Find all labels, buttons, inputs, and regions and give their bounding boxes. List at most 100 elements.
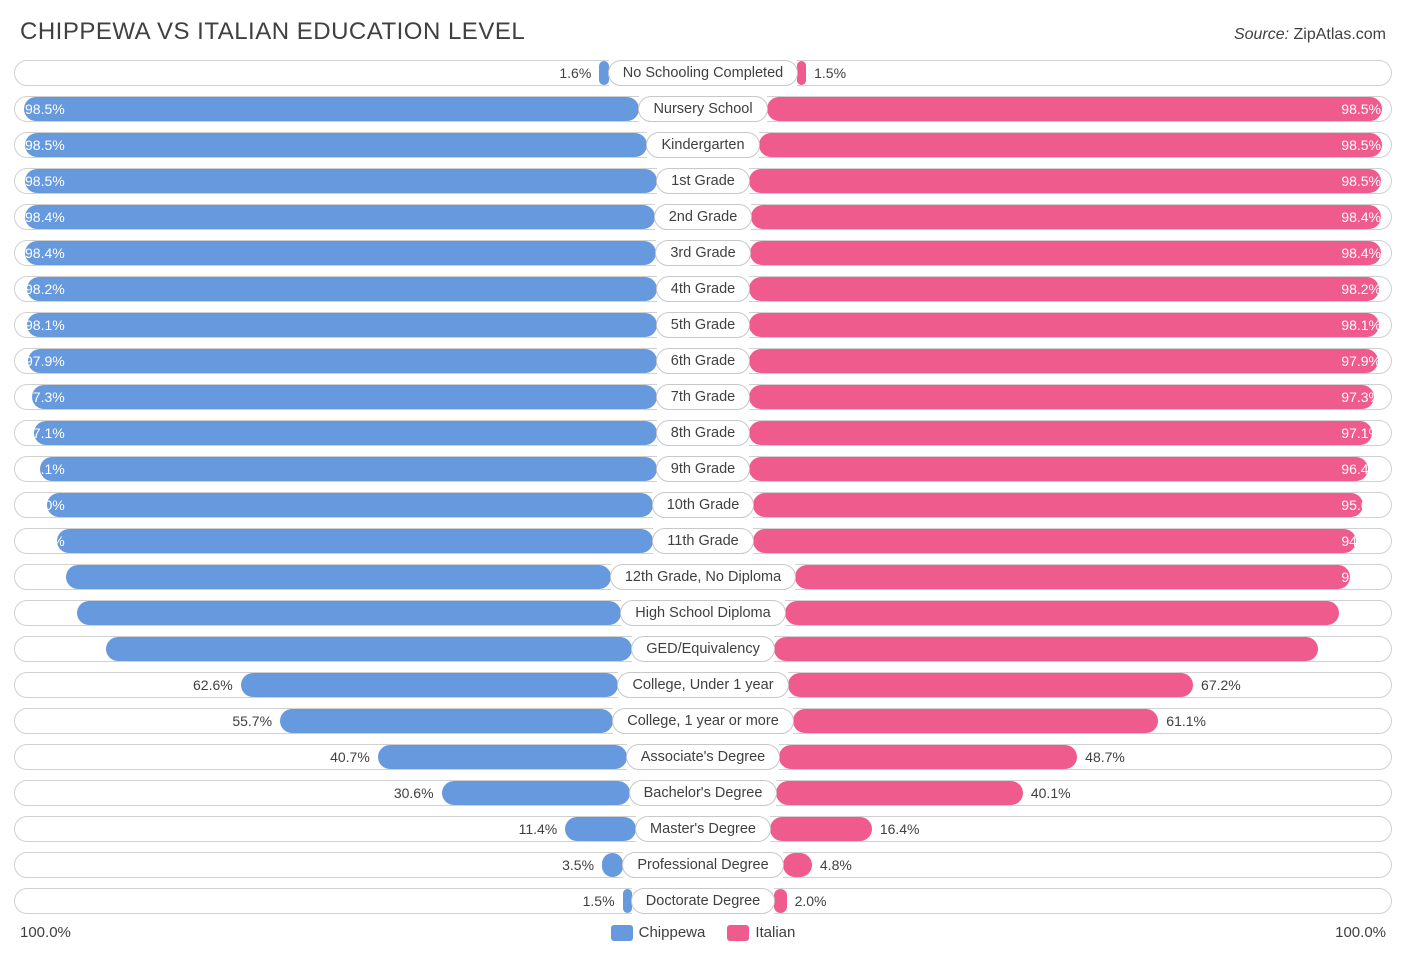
bar-track-right: 93.2% <box>795 564 1392 590</box>
bar-right <box>753 493 1363 517</box>
value-right: 48.7% <box>1085 745 1125 769</box>
category-label: GED/Equivalency <box>631 636 775 662</box>
chart-footer: 100.0% Chippewa Italian 100.0% <box>14 924 1392 941</box>
bar-track-left: 98.4% <box>14 240 656 266</box>
value-right: 98.1% <box>1341 313 1381 337</box>
axis-left-max: 100.0% <box>14 924 611 941</box>
bar-right <box>749 169 1382 193</box>
value-right: 61.1% <box>1166 709 1206 733</box>
legend-label: Chippewa <box>639 924 706 941</box>
chart-row: 30.6%Bachelor's Degree40.1% <box>14 776 1392 810</box>
legend-item-italian: Italian <box>727 924 795 941</box>
bar-track-left: 96.1% <box>14 456 657 482</box>
value-right: 97.3% <box>1341 385 1381 409</box>
legend-swatch <box>611 925 633 941</box>
value-left: 98.5% <box>25 97 65 121</box>
bar-track-left: 98.5% <box>14 168 657 194</box>
category-label: 2nd Grade <box>654 204 753 230</box>
source-label: Source: <box>1234 26 1289 43</box>
diverging-bar-chart: 1.6%No Schooling Completed1.5%98.5%Nurse… <box>14 56 1392 918</box>
bar-track-left: 40.7% <box>14 744 627 770</box>
value-right: 1.5% <box>814 61 846 85</box>
bar-left <box>40 457 657 481</box>
bar-left <box>28 349 656 373</box>
bar-left <box>25 205 654 229</box>
chart-row: 1.5% Doctorate Degree 2.0% <box>14 884 1392 918</box>
bar-right <box>749 457 1368 481</box>
bar-track-right: 16.4% <box>770 816 1392 842</box>
value-right: 2.0% <box>795 889 827 913</box>
category-label: Doctorate Degree <box>631 888 775 914</box>
chart-row: 98.4%3rd Grade98.4% <box>14 236 1392 270</box>
chart-row: 97.1%8th Grade97.1% <box>14 416 1392 450</box>
bar-left <box>27 277 657 301</box>
bar-track-right: 95.6% <box>753 492 1392 518</box>
bar-track-right: 97.9% <box>749 348 1392 374</box>
category-label: 7th Grade <box>656 384 751 410</box>
category-label: Bachelor's Degree <box>629 780 778 806</box>
bar-track-left: 11.4% <box>14 816 636 842</box>
value-left: 97.3% <box>25 385 65 409</box>
bar-track-left: 89.7% <box>14 600 621 626</box>
bar-track-left: 85.2% <box>14 636 632 662</box>
bar-right <box>749 277 1379 301</box>
value-left: 1.5% <box>583 889 615 913</box>
bar-right <box>759 133 1382 157</box>
chart-row: 97.9%6th Grade97.9% <box>14 344 1392 378</box>
bar-right <box>788 673 1194 697</box>
value-right: 96.4% <box>1341 457 1381 481</box>
chart-row: 98.2%4th Grade98.2% <box>14 272 1392 306</box>
bar-left <box>25 241 656 265</box>
bar-right <box>793 709 1159 733</box>
category-label: 12th Grade, No Diploma <box>610 564 796 590</box>
value-right: 94.5% <box>1341 529 1381 553</box>
bar-right <box>751 205 1380 229</box>
value-right: 98.4% <box>1341 241 1381 265</box>
bar-left <box>106 637 632 661</box>
bar-track-left: 97.3% <box>14 384 657 410</box>
value-right: 93.2% <box>1341 565 1381 589</box>
value-left: 96.1% <box>25 457 65 481</box>
chart-row: 98.5%1st Grade98.5% <box>14 164 1392 198</box>
axis-right-max: 100.0% <box>795 924 1392 941</box>
value-right: 97.1% <box>1341 421 1381 445</box>
value-left: 11.4% <box>519 817 558 841</box>
bar-track-right: 98.2% <box>749 276 1392 302</box>
value-left: 93.5% <box>25 529 65 553</box>
category-label: 10th Grade <box>652 492 755 518</box>
bar-track-right: 61.1% <box>793 708 1392 734</box>
bar-track-left: 91.5% <box>14 564 611 590</box>
bar-track-right: 94.5% <box>753 528 1392 554</box>
bar-left <box>280 709 613 733</box>
value-right: 40.1% <box>1031 781 1071 805</box>
category-label: 11th Grade <box>652 528 753 554</box>
value-right: 4.8% <box>820 853 852 877</box>
bar-left <box>32 385 656 409</box>
bar-left <box>47 493 653 517</box>
value-left: 91.5% <box>25 565 65 589</box>
bar-track-left: 1.5% <box>14 888 632 914</box>
bar-track-right: 67.2% <box>788 672 1392 698</box>
bar-track-left: 98.1% <box>14 312 657 338</box>
category-label: College, 1 year or more <box>612 708 794 734</box>
chart-row: 85.2%GED/Equivalency88.2% <box>14 632 1392 666</box>
bar-right <box>779 745 1077 769</box>
value-left: 3.5% <box>562 853 594 877</box>
value-left: 98.5% <box>25 169 65 193</box>
bar-right <box>797 61 806 85</box>
bar-track-right: 98.5% <box>767 96 1392 122</box>
value-left: 1.6% <box>559 61 591 85</box>
category-label: Master's Degree <box>635 816 771 842</box>
legend-swatch <box>727 925 749 941</box>
value-left: 89.7% <box>25 601 65 625</box>
bar-right <box>749 349 1377 373</box>
category-label: Kindergarten <box>646 132 759 158</box>
chart-row: 11.4% Master's Degree16.4% <box>14 812 1392 846</box>
bar-left <box>34 421 657 445</box>
bar-right <box>785 601 1340 625</box>
bar-track-right: 98.4% <box>751 204 1392 230</box>
value-right: 97.9% <box>1341 349 1381 373</box>
bar-right <box>795 565 1350 589</box>
category-label: 6th Grade <box>656 348 751 374</box>
bar-left <box>565 817 636 841</box>
